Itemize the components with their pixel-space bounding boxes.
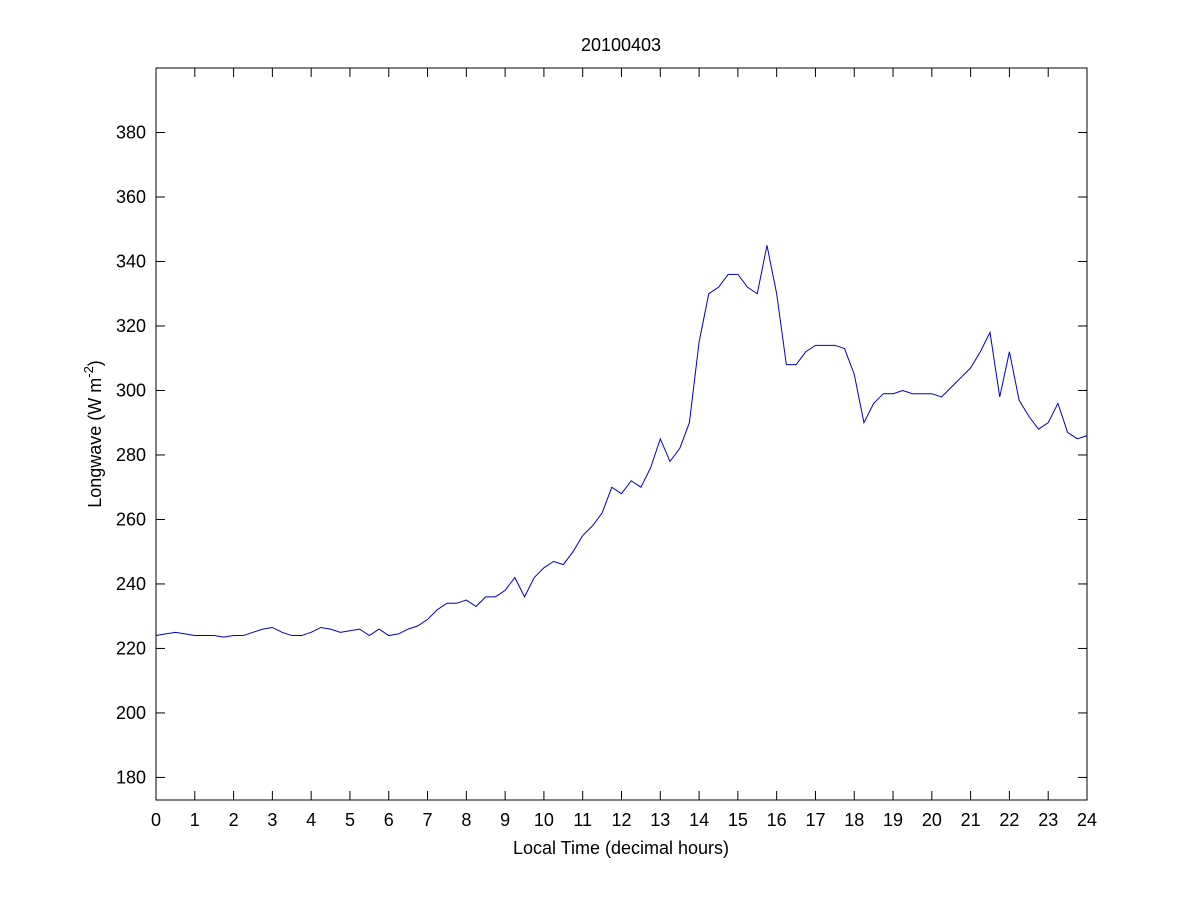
chart-title: 20100403 <box>581 35 661 55</box>
y-tick-label: 180 <box>116 767 146 787</box>
plot-area <box>155 67 1088 801</box>
x-tick-label: 4 <box>306 810 316 830</box>
x-tick-label: 10 <box>534 810 554 830</box>
x-tick-label: 1 <box>190 810 200 830</box>
data-line <box>155 245 1088 638</box>
x-tick-label: 2 <box>229 810 239 830</box>
x-tick-label: 20 <box>922 810 942 830</box>
x-tick-label: 21 <box>961 810 981 830</box>
x-axis-label: Local Time (decimal hours) <box>513 838 729 858</box>
y-tick-label: 340 <box>116 251 146 271</box>
y-axis-label: Longwave (W m-2) <box>81 360 105 508</box>
x-tick-label: 23 <box>1038 810 1058 830</box>
x-tick-label: 3 <box>267 810 277 830</box>
x-tick-label: 14 <box>689 810 709 830</box>
y-tick-label: 200 <box>116 703 146 723</box>
x-tick-label: 9 <box>500 810 510 830</box>
x-tick-label: 24 <box>1077 810 1097 830</box>
y-tick-label: 280 <box>116 445 146 465</box>
x-tick-label: 12 <box>611 810 631 830</box>
x-tick-label: 16 <box>767 810 787 830</box>
y-tick-label: 260 <box>116 509 146 529</box>
x-tick-label: 7 <box>423 810 433 830</box>
y-tick-label: 300 <box>116 380 146 400</box>
x-tick-label: 19 <box>883 810 903 830</box>
y-axis-label-suffix: ) <box>85 360 105 366</box>
y-tick-label: 360 <box>116 187 146 207</box>
x-tick-label: 22 <box>999 810 1019 830</box>
y-tick-label: 380 <box>116 122 146 142</box>
y-axis-label-text: Longwave (W m <box>85 378 105 508</box>
x-tick-label: 13 <box>650 810 670 830</box>
x-tick-label: 0 <box>151 810 161 830</box>
x-tick-label: 6 <box>384 810 394 830</box>
y-tick-label: 220 <box>116 638 146 658</box>
x-tick-label: 11 <box>573 810 592 830</box>
y-axis-label-sup: -2 <box>81 366 96 378</box>
x-tick-label: 15 <box>728 810 748 830</box>
x-tick-label: 8 <box>461 810 471 830</box>
x-tick-label: 18 <box>844 810 864 830</box>
x-tick-label: 5 <box>345 810 355 830</box>
y-tick-label: 240 <box>116 574 146 594</box>
y-tick-label: 320 <box>116 316 146 336</box>
x-tick-label: 17 <box>805 810 825 830</box>
